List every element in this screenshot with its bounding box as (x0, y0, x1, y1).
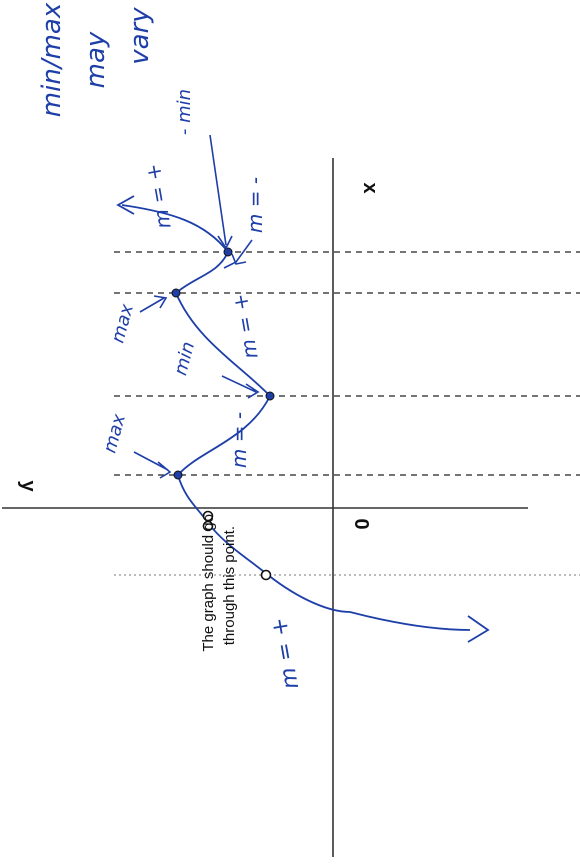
label-max-lower: max (99, 412, 130, 456)
graph-note-line2: through this point. (221, 526, 238, 645)
arrow-slope-neg-upper (223, 239, 253, 269)
min-point-upper (223, 247, 233, 257)
x-axis-label: x (359, 182, 381, 193)
label-min-top: - min (174, 89, 195, 135)
arrow-max-upper (139, 295, 168, 313)
label-max-upper: max (107, 302, 138, 346)
origin-label: 0 (350, 518, 372, 529)
graph-note-line1: The graph should go (200, 514, 217, 652)
label-slope-pos-mid: m = + (228, 292, 263, 361)
label-min-mid: min (170, 339, 199, 377)
given-point-3 (260, 569, 272, 581)
note-min-max: min/max (37, 2, 67, 117)
curve-end-arrow (467, 615, 490, 643)
y-axis-label: y (17, 480, 39, 492)
max-point-upper (171, 288, 181, 298)
arrow-min-mid (221, 375, 260, 399)
sketched-curve (121, 204, 471, 631)
graph-note: The graph should go through this point. (200, 514, 238, 652)
curve-start-arrow (116, 195, 135, 215)
label-slope-pos-upper: m = + (141, 162, 176, 231)
given-point-2 (202, 520, 214, 532)
note-may: may (81, 31, 111, 88)
note-vary: vary (125, 7, 155, 65)
arrow-min-top (209, 134, 233, 250)
arrow-max-lower (133, 451, 172, 479)
label-slope-neg-lower: m = - (227, 412, 251, 468)
label-slope-pos-lower: m = + (267, 615, 304, 691)
given-point-1 (202, 510, 214, 522)
max-point-lower (173, 470, 183, 480)
label-slope-neg-upper: m = - (243, 177, 267, 233)
min-point-mid (265, 391, 275, 401)
